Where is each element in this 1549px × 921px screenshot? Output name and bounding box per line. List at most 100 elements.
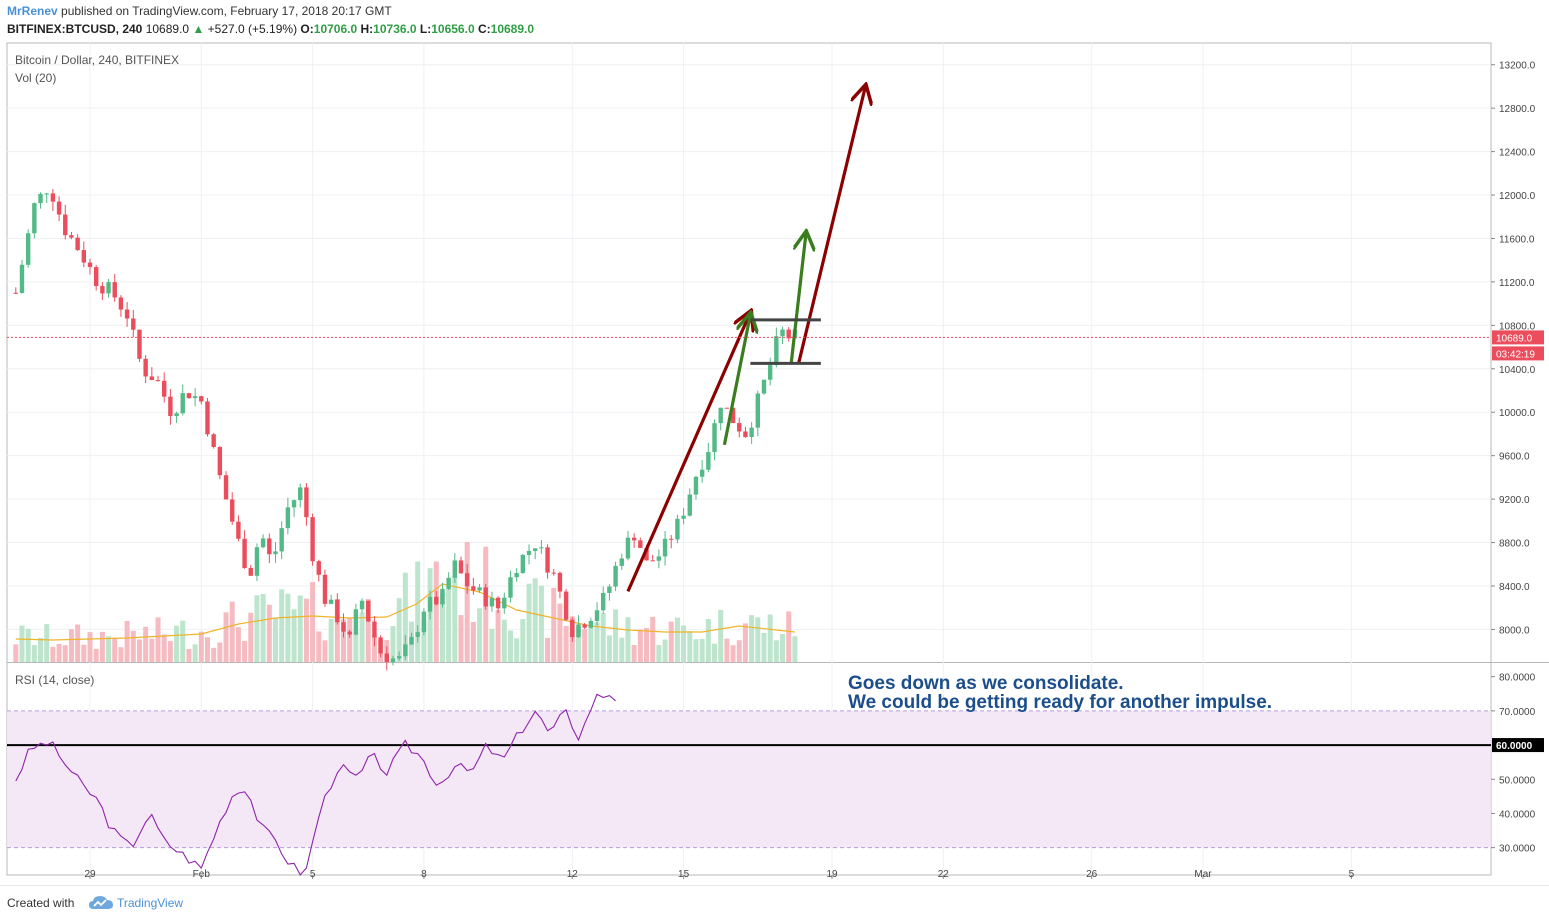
chart-canvas[interactable]: 13200.0 12800.0 12400.0 12000.0 11600.0 11200… bbox=[0, 40, 1549, 885]
candle bbox=[32, 203, 37, 234]
candle bbox=[143, 358, 148, 377]
candle bbox=[755, 393, 760, 428]
candle bbox=[458, 560, 464, 574]
candle bbox=[631, 537, 637, 541]
volume-bar bbox=[668, 621, 674, 662]
candle bbox=[662, 538, 668, 557]
volume-bar bbox=[235, 627, 241, 662]
author-link[interactable]: MrRenev bbox=[7, 4, 58, 18]
current-price-label: 10689.0 bbox=[1496, 333, 1533, 344]
rsi-tick-label: 70.0000 bbox=[1499, 707, 1536, 718]
candle bbox=[217, 446, 223, 476]
close-label: C: bbox=[477, 22, 491, 36]
time-tick-label: Mar bbox=[1194, 869, 1212, 880]
volume-bar bbox=[520, 619, 526, 662]
volume-bar bbox=[557, 603, 563, 662]
volume-bar bbox=[316, 631, 322, 662]
volume-bar bbox=[631, 645, 637, 662]
candle bbox=[786, 329, 791, 339]
volume-bar bbox=[681, 625, 687, 662]
volume-bar bbox=[755, 617, 761, 662]
candle bbox=[50, 193, 56, 202]
candle bbox=[223, 475, 229, 500]
countdown-label: 03:42:19 bbox=[1496, 349, 1535, 360]
candle bbox=[681, 515, 686, 519]
volume-bar bbox=[786, 611, 792, 662]
volume-bar bbox=[433, 561, 439, 662]
volume-bar bbox=[136, 639, 142, 662]
candle bbox=[613, 565, 618, 587]
price-axis[interactable]: 13200.0 12800.0 12400.0 12000.0 11600.0 11200… bbox=[7, 61, 1544, 855]
created-with-label: Created with bbox=[7, 896, 75, 910]
candle bbox=[180, 393, 185, 414]
volume-bar bbox=[174, 625, 180, 662]
candle bbox=[112, 282, 117, 298]
candle bbox=[328, 599, 334, 604]
candle bbox=[279, 528, 284, 552]
volume-bar bbox=[538, 585, 544, 662]
time-tick-label: 15 bbox=[678, 869, 690, 880]
candle bbox=[285, 507, 291, 529]
candle bbox=[291, 500, 297, 508]
tradingview-link[interactable]: TradingView bbox=[117, 896, 184, 910]
time-tick-label: Feb bbox=[193, 869, 211, 880]
candle bbox=[254, 547, 260, 576]
volume-bar bbox=[13, 644, 19, 662]
price-tick-label: 11200.0 bbox=[1499, 278, 1535, 289]
candle bbox=[551, 572, 556, 574]
candle bbox=[155, 380, 161, 382]
candle bbox=[211, 434, 216, 447]
volume-bar bbox=[328, 618, 334, 662]
tradingview-cloud-icon[interactable] bbox=[88, 894, 114, 912]
volume-bar bbox=[291, 609, 297, 662]
volume-bar bbox=[248, 612, 254, 662]
volume-bar bbox=[582, 629, 588, 662]
candle bbox=[545, 547, 550, 573]
volume-bar bbox=[19, 625, 25, 662]
volume-bar bbox=[619, 637, 625, 662]
volume-bar bbox=[446, 588, 452, 662]
candle bbox=[341, 622, 346, 632]
volume-bar bbox=[396, 598, 402, 662]
volume-bar bbox=[501, 619, 507, 662]
volume-bar bbox=[217, 642, 223, 662]
candle bbox=[477, 587, 482, 591]
candle bbox=[100, 286, 105, 294]
volume-bar bbox=[254, 595, 260, 662]
candle bbox=[594, 610, 600, 621]
volume-bar bbox=[279, 589, 285, 662]
volume-bar bbox=[693, 639, 699, 662]
volume-bar bbox=[421, 620, 427, 662]
time-tick-label: 5 bbox=[310, 869, 316, 880]
candle bbox=[168, 396, 173, 417]
volume-bar bbox=[68, 629, 74, 662]
red-arrow bbox=[797, 86, 866, 364]
volume-bar bbox=[687, 631, 693, 662]
change-value: +527.0 (+5.19%) bbox=[207, 22, 298, 36]
candle bbox=[495, 597, 501, 609]
candle bbox=[137, 329, 142, 359]
volume-bar bbox=[155, 617, 161, 662]
candle bbox=[526, 550, 532, 555]
price-tick-label: 9600.0 bbox=[1499, 452, 1530, 463]
volume-bar bbox=[464, 541, 470, 662]
candle bbox=[743, 431, 748, 438]
candle bbox=[93, 267, 99, 287]
drawings[interactable] bbox=[626, 86, 866, 593]
volume-bar bbox=[303, 598, 309, 662]
publish-date: published on TradingView.com, February 1… bbox=[61, 4, 392, 18]
volume-bar bbox=[223, 612, 229, 662]
time-axis[interactable]: 29 Feb 5 8 12 15 19 22 26 Mar 5 bbox=[84, 869, 1354, 880]
price-tick-label: 10800.0 bbox=[1499, 321, 1536, 332]
candle bbox=[693, 476, 699, 495]
chart-header: MrRenev published on TradingView.com, Fe… bbox=[0, 0, 1549, 40]
candle bbox=[81, 250, 87, 263]
candle bbox=[619, 558, 624, 566]
candle bbox=[415, 632, 420, 637]
candle bbox=[124, 309, 130, 319]
candle bbox=[63, 214, 68, 236]
candle bbox=[724, 407, 730, 409]
volume-bar bbox=[712, 643, 718, 662]
candle bbox=[372, 621, 377, 638]
volume-bar bbox=[600, 613, 606, 662]
